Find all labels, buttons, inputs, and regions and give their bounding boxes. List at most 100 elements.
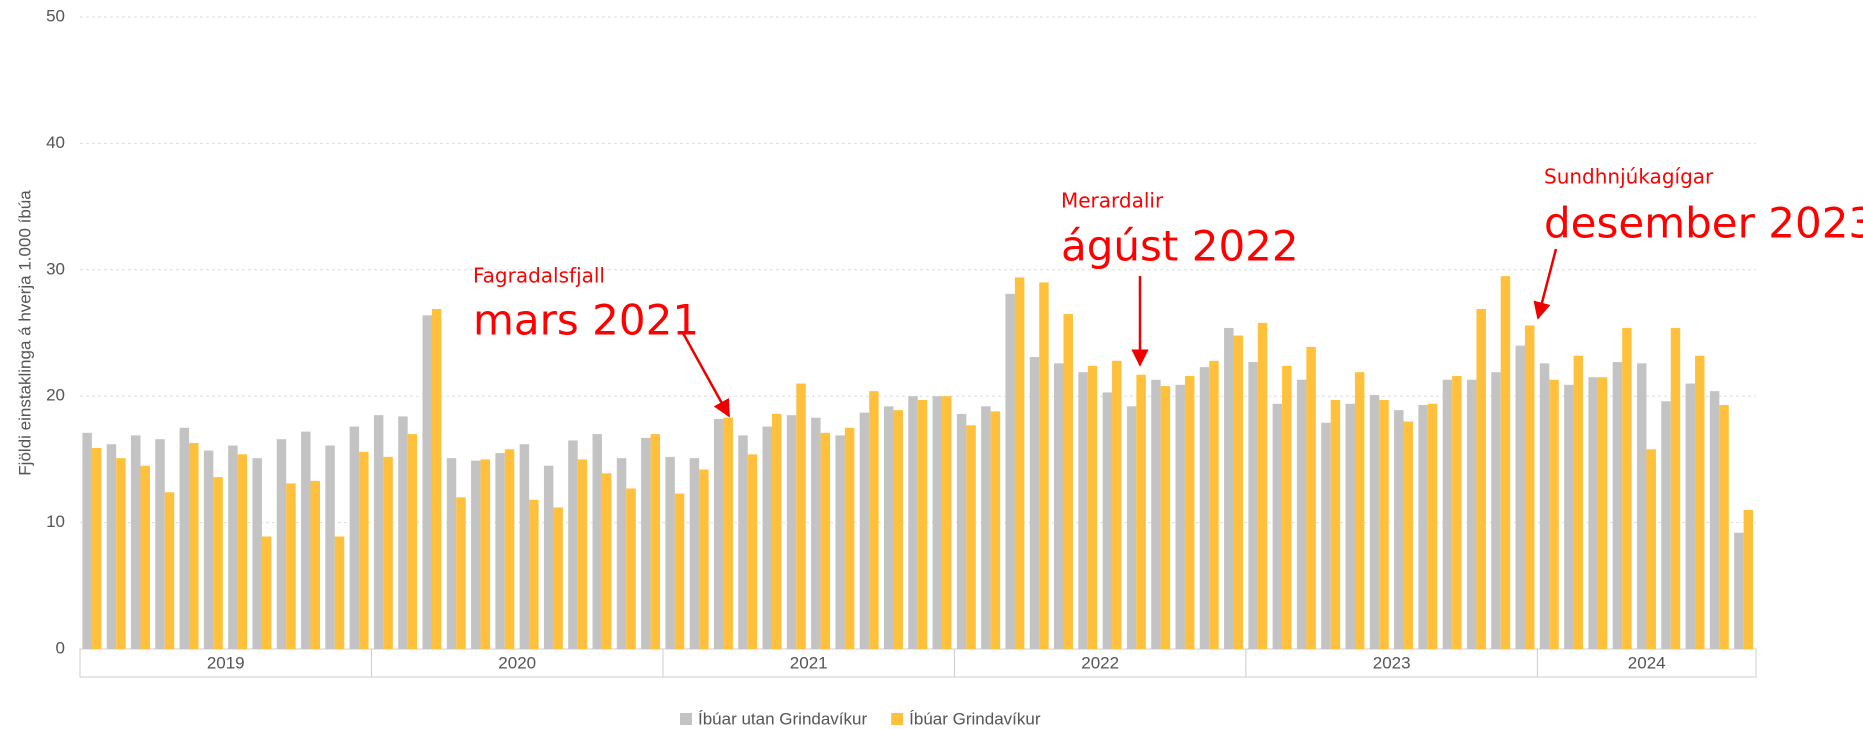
- x-tick-label: 2020: [498, 653, 536, 672]
- x-tick-label: 2023: [1373, 653, 1411, 672]
- bar: [398, 416, 408, 649]
- annotation-date: desember 2023: [1544, 199, 1863, 248]
- bar: [689, 458, 700, 649]
- bar: [1695, 355, 1705, 649]
- bar: [762, 426, 773, 649]
- bar: [942, 396, 952, 649]
- y-tick-label: 0: [56, 638, 65, 657]
- bar: [820, 432, 831, 649]
- bar: [1549, 379, 1559, 649]
- annotation-title: Fagradalsfjall: [473, 264, 605, 288]
- bar: [495, 453, 505, 649]
- bar: [519, 444, 530, 649]
- bar: [1199, 367, 1210, 649]
- bar: [1282, 365, 1292, 649]
- bar: [179, 427, 190, 649]
- bar: [334, 536, 345, 649]
- bar: [932, 396, 943, 649]
- bar: [407, 434, 418, 649]
- legend-label: Íbúar utan Grindavíkur: [698, 709, 867, 728]
- bar: [359, 451, 369, 649]
- bar: [1418, 405, 1428, 649]
- bar: [1354, 372, 1365, 649]
- bar: [1078, 372, 1088, 649]
- bar: [480, 459, 491, 649]
- bar: [1394, 410, 1404, 649]
- bar: [1005, 293, 1015, 649]
- bar: [699, 469, 709, 649]
- y-tick-label: 40: [46, 133, 65, 152]
- bar: [1670, 327, 1681, 649]
- bar: [956, 413, 967, 649]
- bar: [1427, 403, 1438, 649]
- bar: [811, 417, 821, 649]
- bar: [1685, 383, 1696, 649]
- bar: [1442, 379, 1453, 649]
- annotation-arrow: [1533, 248, 1558, 320]
- bar: [301, 431, 311, 649]
- bar: [1175, 384, 1185, 649]
- bar: [140, 465, 150, 649]
- bar: [471, 460, 481, 649]
- bar: [883, 406, 894, 649]
- y-tick-label: 30: [46, 259, 65, 278]
- bar: [543, 465, 554, 649]
- bar: [641, 437, 651, 649]
- bar: [349, 426, 360, 649]
- bar: [568, 440, 578, 649]
- bar: [626, 488, 636, 649]
- bar: [456, 497, 466, 649]
- bar: [1272, 403, 1283, 649]
- bar: [310, 480, 320, 649]
- bar: [1330, 399, 1341, 649]
- bar: [1345, 403, 1355, 649]
- bar: [1646, 449, 1656, 649]
- bar: [1087, 365, 1098, 649]
- bar: [237, 454, 248, 649]
- bar: [1466, 379, 1477, 649]
- bar: [325, 445, 335, 649]
- bar: [674, 493, 685, 649]
- bar: [82, 432, 92, 649]
- bar: [990, 411, 1001, 649]
- bar: [1126, 406, 1137, 649]
- bar: [917, 399, 928, 649]
- bar: [981, 406, 991, 649]
- bar: [504, 449, 515, 649]
- legend-swatch: [891, 713, 904, 725]
- bar: [1573, 355, 1584, 649]
- bar: [1403, 421, 1414, 649]
- bar: [373, 415, 384, 649]
- bar: [665, 456, 675, 649]
- bar: [1588, 377, 1598, 649]
- bar: [213, 477, 223, 649]
- bar: [1525, 325, 1535, 649]
- bar: [106, 444, 117, 649]
- bar: [155, 439, 165, 649]
- bar: [1476, 308, 1486, 649]
- bar: [1515, 345, 1526, 649]
- legend-label: Íbúar Grindavíkur: [909, 709, 1041, 728]
- annotation-title: Merardalir: [1061, 189, 1164, 213]
- bar: [286, 483, 296, 649]
- bar: [1233, 335, 1243, 649]
- bar: [1539, 363, 1550, 649]
- bar: [786, 415, 797, 649]
- bar: [1369, 394, 1380, 649]
- bar: [1491, 372, 1501, 649]
- bar: [713, 418, 724, 649]
- bar: [1224, 327, 1234, 649]
- annotation-date: mars 2021: [473, 296, 699, 345]
- bar: [616, 458, 627, 649]
- bar: [228, 445, 238, 649]
- bar: [1029, 357, 1040, 649]
- bar: [131, 435, 141, 649]
- bar: [1112, 360, 1122, 649]
- y-tick-label: 10: [46, 512, 65, 531]
- bar: [1306, 346, 1316, 649]
- bar: [650, 434, 661, 649]
- annotation-arrow: [681, 332, 731, 418]
- bar: [1063, 314, 1073, 649]
- bar: [1160, 386, 1171, 649]
- x-axis-band: [79, 648, 1757, 678]
